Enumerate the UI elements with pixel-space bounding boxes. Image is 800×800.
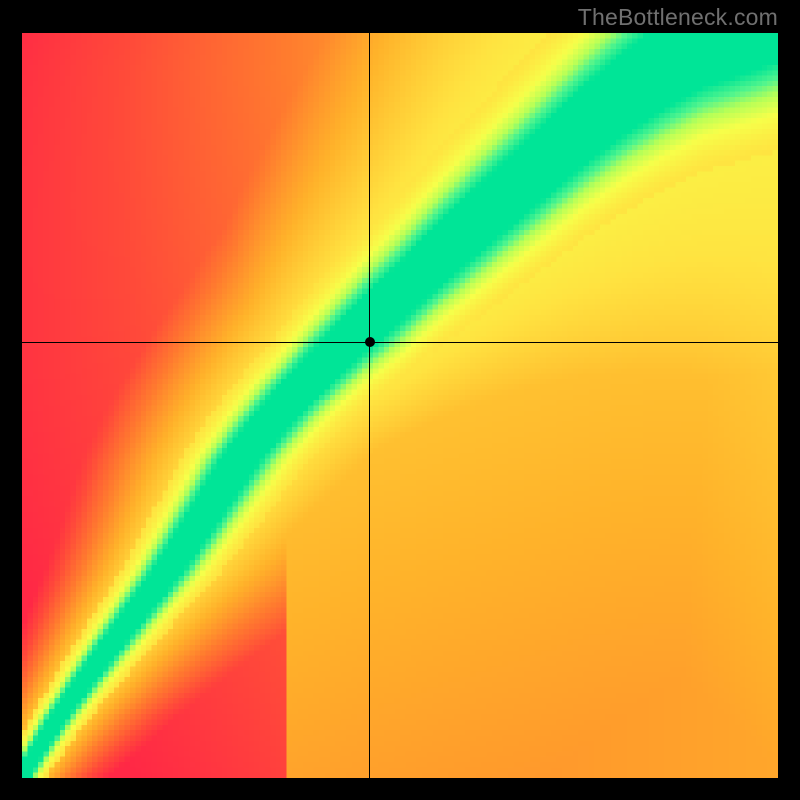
crosshair-horizontal [22, 342, 778, 343]
heatmap-canvas [22, 33, 778, 778]
chart-frame: TheBottleneck.com [0, 0, 800, 800]
crosshair-vertical [369, 33, 370, 778]
heatmap-plot [22, 33, 778, 778]
watermark: TheBottleneck.com [578, 4, 778, 31]
crosshair-point [365, 337, 375, 347]
